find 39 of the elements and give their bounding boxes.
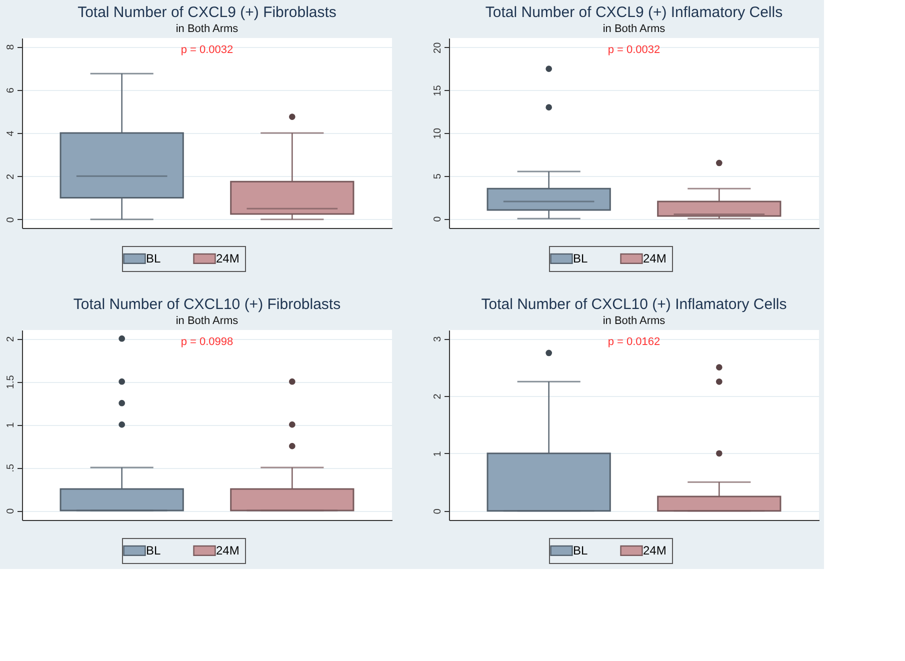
y-tick-label: 10 bbox=[432, 128, 444, 140]
y-tick-label: .5 bbox=[6, 463, 16, 472]
annotation: p = 0.0032 bbox=[608, 44, 660, 56]
y-tick-label: 2 bbox=[6, 336, 16, 342]
chart-title: Total Number of CXCL9 (+) Fibroblasts bbox=[78, 4, 336, 21]
legend-label: BL bbox=[146, 544, 162, 558]
y-tick-label: 0 bbox=[432, 508, 444, 514]
y-tick-label: 3 bbox=[432, 336, 444, 342]
y-tick-label: 1 bbox=[6, 422, 16, 428]
legend-label: 24M bbox=[643, 252, 666, 266]
legend-label: BL bbox=[573, 252, 588, 266]
annotation: p = 0.0032 bbox=[180, 44, 234, 56]
chart-subtitle: in Both Arms bbox=[602, 23, 666, 35]
y-tick-label: 1.5 bbox=[6, 374, 16, 390]
y-tick-label: 5 bbox=[432, 173, 444, 180]
y-tick-label: 20 bbox=[432, 42, 444, 54]
legend-label: 24M bbox=[216, 544, 240, 558]
chart-title: Total Number of CXCL10 (+) Fibroblasts bbox=[73, 296, 341, 313]
chart-subtitle: in Both Arms bbox=[602, 315, 666, 327]
y-tick-label: 2 bbox=[6, 173, 16, 180]
chart-title: Total Number of CXCL10 (+) Inflamatory Cells bbox=[481, 296, 787, 313]
legend-label: BL bbox=[573, 544, 588, 558]
y-tick-label: 8 bbox=[6, 44, 16, 50]
y-tick-label: 0 bbox=[6, 508, 16, 514]
y-tick-label: 15 bbox=[432, 84, 444, 96]
chart-subtitle: in Both Arms bbox=[176, 315, 239, 327]
y-tick-label: 0 bbox=[432, 216, 444, 222]
legend-label: 24M bbox=[643, 544, 666, 558]
annotation: p = 0.0162 bbox=[608, 336, 660, 348]
y-tick-label: 0 bbox=[6, 216, 16, 223]
legend-label: BL bbox=[146, 252, 162, 266]
annotation: p = 0.0998 bbox=[180, 336, 234, 348]
y-tick-label: 1 bbox=[432, 450, 444, 457]
chart-subtitle: in Both Arms bbox=[176, 23, 239, 35]
y-tick-label: 4 bbox=[6, 130, 16, 136]
chart-title: Total Number of CXCL9 (+) Inflamatory Cells bbox=[485, 4, 783, 21]
y-tick-label: 6 bbox=[6, 87, 16, 94]
y-tick-label: 2 bbox=[432, 393, 444, 400]
legend-label: 24M bbox=[216, 252, 240, 266]
